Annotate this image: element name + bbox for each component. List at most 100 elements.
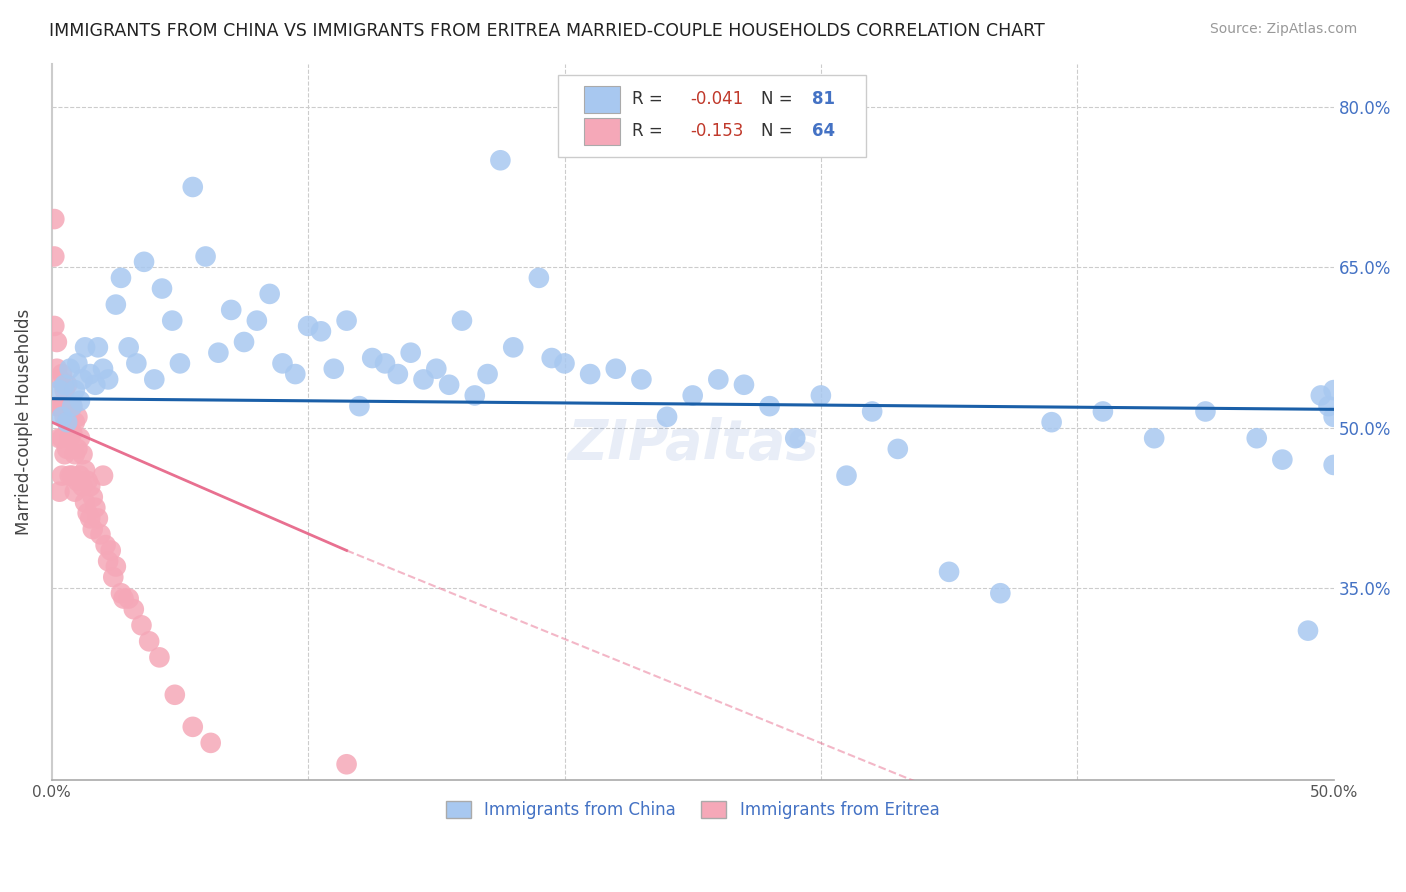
Point xyxy=(94,538,117,552)
Point xyxy=(200,736,222,750)
Point xyxy=(89,527,111,541)
Point xyxy=(56,442,79,456)
Point xyxy=(297,318,319,333)
Point xyxy=(63,383,86,397)
Point xyxy=(48,372,70,386)
Point xyxy=(122,602,145,616)
Point xyxy=(1317,399,1340,413)
Point xyxy=(169,356,191,370)
Point xyxy=(60,468,83,483)
Point xyxy=(110,271,132,285)
Point xyxy=(66,474,89,488)
Y-axis label: Married-couple Households: Married-couple Households xyxy=(15,309,32,535)
Point xyxy=(887,442,910,456)
Point xyxy=(69,468,91,483)
Point xyxy=(655,409,678,424)
Point xyxy=(87,511,110,525)
Point xyxy=(76,474,98,488)
Point xyxy=(44,212,66,227)
Point xyxy=(1194,404,1216,418)
Point xyxy=(97,372,120,386)
Point xyxy=(477,367,499,381)
Point xyxy=(51,409,73,424)
Point xyxy=(271,356,294,370)
Point xyxy=(69,431,91,445)
Point xyxy=(72,479,94,493)
Point xyxy=(48,383,70,397)
Point xyxy=(219,302,242,317)
Point xyxy=(63,484,86,499)
Point xyxy=(785,431,807,445)
Point xyxy=(56,415,79,429)
Point xyxy=(138,634,160,648)
Point xyxy=(150,281,173,295)
Point xyxy=(758,399,780,413)
Point xyxy=(125,356,148,370)
Legend: Immigrants from China, Immigrants from Eritrea: Immigrants from China, Immigrants from E… xyxy=(440,794,946,826)
Point xyxy=(51,367,73,381)
Text: R =: R = xyxy=(633,122,664,140)
Point xyxy=(451,313,474,327)
Point xyxy=(387,367,409,381)
Point xyxy=(682,388,704,402)
Point xyxy=(69,393,91,408)
Point xyxy=(53,409,76,424)
Point xyxy=(97,554,120,568)
Point xyxy=(103,570,125,584)
Point xyxy=(1091,404,1114,418)
Point xyxy=(605,361,627,376)
Point xyxy=(79,367,101,381)
Point xyxy=(100,543,122,558)
Point xyxy=(162,313,184,327)
Point xyxy=(66,409,89,424)
Point xyxy=(118,591,141,606)
Point xyxy=(76,506,98,520)
Point xyxy=(91,468,114,483)
Point xyxy=(527,271,550,285)
Point xyxy=(51,468,73,483)
Point xyxy=(1296,624,1319,638)
Point xyxy=(1309,388,1331,402)
Point xyxy=(860,404,883,418)
Point xyxy=(72,447,94,461)
Point xyxy=(349,399,371,413)
Point xyxy=(112,591,135,606)
Point xyxy=(53,377,76,392)
Point xyxy=(1323,458,1346,472)
Point xyxy=(63,415,86,429)
Point xyxy=(131,618,153,632)
Point xyxy=(60,399,83,413)
Point xyxy=(75,463,97,477)
Point xyxy=(48,431,70,445)
Text: -0.153: -0.153 xyxy=(690,122,744,140)
Point xyxy=(1246,431,1268,445)
Point xyxy=(45,334,67,349)
Point xyxy=(1323,383,1346,397)
Point xyxy=(59,468,82,483)
Point xyxy=(44,250,66,264)
Point xyxy=(44,318,66,333)
Text: 64: 64 xyxy=(811,122,835,140)
Point xyxy=(84,500,107,515)
Point xyxy=(707,372,730,386)
FancyBboxPatch shape xyxy=(583,118,620,145)
Point xyxy=(194,250,217,264)
Point xyxy=(437,377,460,392)
Point xyxy=(1323,409,1346,424)
Point xyxy=(412,372,434,386)
Point xyxy=(143,372,166,386)
Point xyxy=(79,479,101,493)
Point xyxy=(59,409,82,424)
Point xyxy=(540,351,562,365)
Point xyxy=(148,650,170,665)
Point xyxy=(374,356,396,370)
Point xyxy=(63,447,86,461)
Point xyxy=(246,313,269,327)
Point xyxy=(91,361,114,376)
Point xyxy=(104,559,127,574)
Point xyxy=(132,255,155,269)
Point xyxy=(207,345,229,359)
Point xyxy=(630,372,652,386)
Point xyxy=(181,720,204,734)
Text: 81: 81 xyxy=(811,90,835,108)
